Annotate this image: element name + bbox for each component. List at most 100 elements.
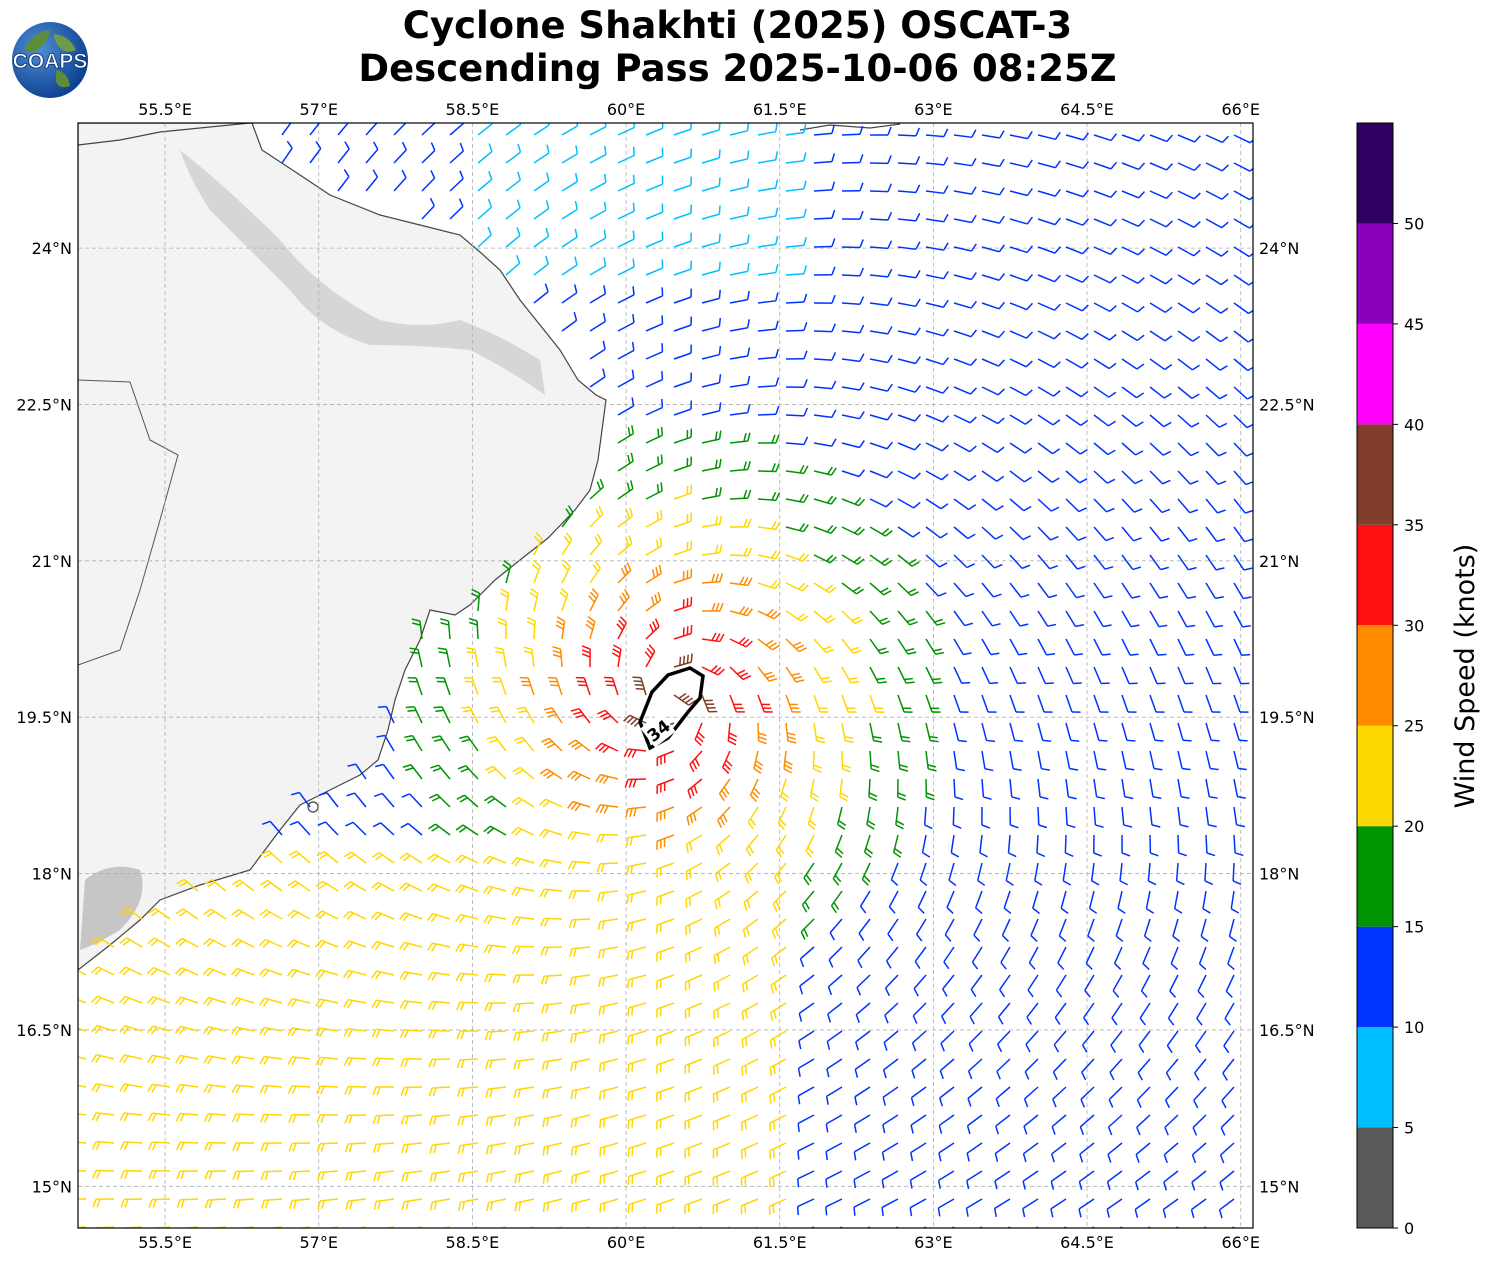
wind-barb: [617, 480, 634, 500]
wind-barb: [747, 806, 759, 830]
wind-barb: [370, 940, 395, 951]
wind-barb: [1164, 1114, 1179, 1136]
wind-barb: [727, 722, 738, 746]
wind-barb: [713, 974, 731, 992]
wind-barb: [827, 974, 843, 996]
wind-barb: [1093, 274, 1117, 284]
wind-barb: [471, 588, 481, 612]
wind-barb: [701, 261, 721, 276]
wind-barb: [119, 907, 143, 920]
wind-barb: [596, 833, 619, 843]
wind-barb: [519, 676, 535, 696]
wind-barb: [783, 750, 793, 774]
wind-barb: [430, 764, 451, 780]
wind-barb: [314, 939, 339, 949]
wind-barb: [261, 820, 283, 836]
wind-barb: [1175, 862, 1185, 886]
wind-barb: [729, 432, 751, 444]
wind-barb: [656, 1030, 675, 1046]
wind-barb: [567, 860, 591, 870]
mountain-shading-north: [180, 150, 545, 395]
wind-barb: [997, 1030, 1011, 1053]
wind-barb: [260, 1113, 283, 1123]
wind-barb: [813, 409, 837, 419]
wind-barb: [1149, 638, 1167, 656]
wind-barb: [1149, 554, 1169, 571]
wind-barb: [401, 1170, 423, 1182]
wind-barb: [897, 184, 921, 194]
wind-barb: [953, 610, 974, 627]
wind-barb: [729, 666, 752, 681]
wind-barb: [813, 323, 836, 333]
wind-barb: [797, 1170, 815, 1188]
wind-barb: [796, 1198, 815, 1216]
wind-barb: [589, 340, 606, 360]
wind-barb: [684, 946, 703, 963]
wind-barb: [1093, 161, 1118, 170]
wind-barb: [1121, 386, 1145, 399]
wind-barb: [1065, 526, 1087, 541]
wind-barb: [289, 820, 311, 836]
wind-barb: [1136, 1086, 1151, 1108]
wind-barb: [757, 463, 780, 473]
wind-barb: [897, 269, 921, 279]
wind-barb: [769, 1030, 787, 1049]
wind-barb: [768, 1170, 787, 1188]
wind-barb: [204, 1141, 227, 1151]
wind-barb: [1233, 722, 1248, 742]
wind-barb: [1093, 582, 1113, 599]
wind-barb: [147, 1112, 171, 1122]
wind-barb: [813, 181, 836, 192]
wind-barb: [421, 197, 435, 220]
wind-barb: [315, 1056, 339, 1066]
wind-barb: [1050, 1142, 1067, 1163]
wind-barb: [399, 882, 423, 892]
wind-barb: [785, 236, 807, 248]
wind-barb: [897, 127, 921, 137]
wind-barb: [1121, 666, 1138, 685]
wind-barb: [1121, 638, 1139, 656]
wind-barb: [203, 1113, 227, 1123]
wind-barb: [940, 1030, 955, 1052]
wind-barb: [673, 625, 693, 640]
wind-barb: [1149, 246, 1173, 256]
wind-barb: [834, 834, 844, 859]
wind-barb: [701, 458, 722, 472]
wind-barb: [627, 974, 647, 989]
wind-barb: [202, 996, 227, 1006]
wind-barb: [486, 736, 507, 752]
wind-barb: [805, 834, 815, 858]
wind-barb: [589, 560, 601, 584]
wind-barb: [701, 289, 721, 304]
wind-barb: [1064, 834, 1074, 857]
wind-barb: [673, 596, 693, 612]
wind-barb: [925, 554, 948, 568]
wind-barb: [1113, 946, 1123, 970]
wind-barb: [372, 1114, 395, 1125]
wind-barb: [785, 322, 808, 332]
wind-barb: [785, 293, 808, 304]
wind-barb: [505, 171, 521, 192]
wind-barb: [1149, 162, 1174, 171]
wind-barb: [346, 792, 367, 808]
wind-barb: [869, 526, 893, 537]
wind-barb: [981, 610, 1001, 627]
wind-barb: [953, 214, 977, 224]
wind-barb: [749, 778, 761, 802]
wind-barb: [1177, 442, 1199, 457]
wind-barb: [813, 438, 837, 447]
wind-barb: [981, 442, 1005, 454]
wind-barb: [701, 205, 721, 220]
wind-barb: [1205, 638, 1223, 657]
wind-barb: [714, 862, 731, 883]
wind-barb: [617, 589, 630, 612]
wind-barb: [925, 470, 949, 481]
wind-barb: [1115, 918, 1124, 943]
wind-barb: [841, 554, 865, 565]
wind-barb: [729, 518, 752, 528]
wind-barb: [853, 1142, 871, 1161]
wind-barb: [119, 937, 143, 948]
wind-barb: [371, 1057, 395, 1067]
wind-barb: [1065, 161, 1090, 170]
wind-barb: [1230, 890, 1240, 914]
